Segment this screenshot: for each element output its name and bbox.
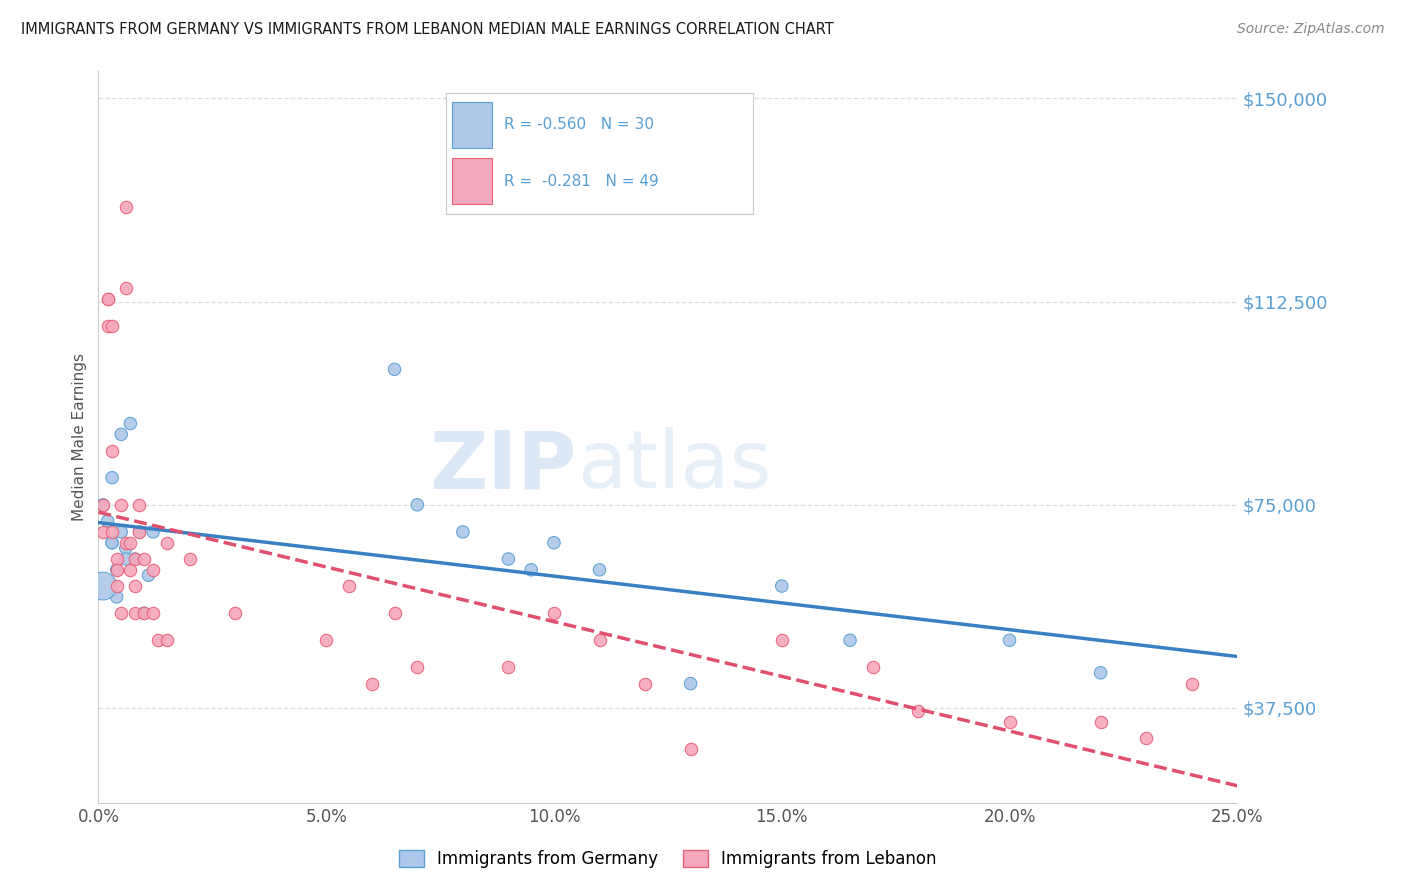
Point	[124, 552, 146, 566]
Point	[101, 535, 124, 549]
Point	[543, 535, 565, 549]
Point	[839, 633, 862, 648]
Point	[679, 741, 702, 756]
Text: ZIP: ZIP	[429, 427, 576, 506]
Point	[105, 563, 128, 577]
Point	[384, 606, 406, 620]
Point	[770, 633, 793, 648]
Point	[156, 535, 179, 549]
Point	[156, 633, 179, 648]
Point	[998, 714, 1021, 729]
Point	[146, 633, 169, 648]
Point	[110, 606, 132, 620]
Point	[96, 292, 118, 306]
Point	[105, 563, 128, 577]
Point	[128, 524, 150, 539]
Point	[142, 563, 165, 577]
Point	[120, 563, 142, 577]
Point	[451, 524, 474, 539]
Point	[1181, 676, 1204, 690]
Point	[679, 676, 702, 690]
Point	[498, 660, 520, 674]
Point	[96, 514, 118, 528]
Point	[360, 676, 382, 690]
Y-axis label: Median Male Earnings: Median Male Earnings	[72, 353, 87, 521]
Point	[337, 579, 360, 593]
Point	[406, 498, 429, 512]
Legend: Immigrants from Germany, Immigrants from Lebanon: Immigrants from Germany, Immigrants from…	[392, 844, 943, 875]
Point	[124, 552, 146, 566]
Point	[105, 590, 128, 604]
Point	[1090, 714, 1112, 729]
Point	[142, 606, 165, 620]
Point	[120, 535, 142, 549]
Text: atlas: atlas	[576, 427, 770, 506]
Point	[224, 606, 246, 620]
Point	[101, 471, 124, 485]
Point	[96, 292, 118, 306]
Point	[384, 362, 406, 376]
Point	[138, 568, 160, 582]
Point	[634, 676, 657, 690]
Point	[91, 524, 114, 539]
Point	[907, 704, 929, 718]
Point	[96, 318, 118, 333]
Point	[1090, 665, 1112, 680]
Point	[91, 498, 114, 512]
Point	[110, 498, 132, 512]
Point	[1135, 731, 1157, 745]
Point	[132, 606, 155, 620]
Point	[406, 660, 429, 674]
Point	[142, 524, 165, 539]
Point	[998, 633, 1021, 648]
Point	[105, 552, 128, 566]
Point	[588, 633, 610, 648]
Point	[101, 318, 124, 333]
Point	[315, 633, 337, 648]
Point	[101, 443, 124, 458]
Point	[124, 606, 146, 620]
Point	[91, 579, 114, 593]
Point	[588, 563, 610, 577]
Point	[128, 524, 150, 539]
Point	[114, 281, 136, 295]
Point	[124, 579, 146, 593]
Point	[132, 606, 155, 620]
Point	[132, 552, 155, 566]
Point	[543, 606, 565, 620]
Point	[128, 498, 150, 512]
Point	[114, 541, 136, 556]
Point	[770, 579, 793, 593]
Point	[498, 552, 520, 566]
Text: IMMIGRANTS FROM GERMANY VS IMMIGRANTS FROM LEBANON MEDIAN MALE EARNINGS CORRELAT: IMMIGRANTS FROM GERMANY VS IMMIGRANTS FR…	[21, 22, 834, 37]
Point	[120, 417, 142, 431]
Point	[105, 579, 128, 593]
Point	[114, 552, 136, 566]
Point	[91, 498, 114, 512]
Point	[179, 552, 201, 566]
Text: Source: ZipAtlas.com: Source: ZipAtlas.com	[1237, 22, 1385, 37]
Point	[101, 524, 124, 539]
Point	[110, 524, 132, 539]
Point	[520, 563, 543, 577]
Point	[110, 427, 132, 442]
Point	[101, 535, 124, 549]
Point	[114, 535, 136, 549]
Point	[114, 200, 136, 214]
Point	[862, 660, 884, 674]
